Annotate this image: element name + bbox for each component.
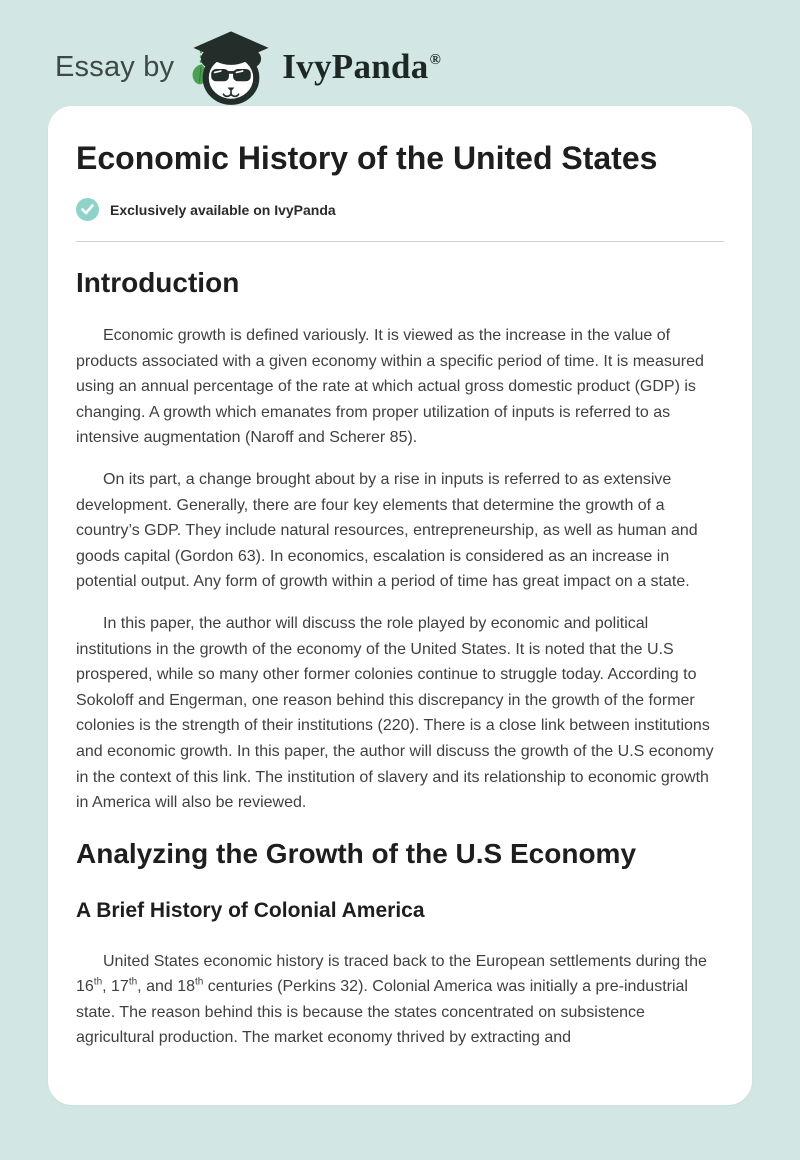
divider — [76, 241, 724, 242]
availability-badge: Exclusively available on IvyPanda — [76, 198, 724, 221]
brand-name: IvyPanda® — [282, 47, 441, 86]
graduation-cap-icon — [193, 31, 269, 65]
registered-trademark: ® — [429, 52, 441, 68]
ordinal-superscript: th — [93, 976, 103, 988]
essay-by-label: Essay by — [55, 50, 175, 83]
essay-card: Economic History of the United States Ex… — [48, 106, 752, 1106]
check-icon — [76, 198, 99, 221]
paragraph: In this paper, the author will discuss t… — [76, 614, 714, 812]
panda-mouth — [222, 90, 240, 98]
panda-graduate-icon — [192, 31, 269, 105]
ordinal-superscript: th — [195, 976, 204, 988]
introduction-heading: Introduction — [76, 267, 240, 298]
analysis-heading: Analyzing the Growth of the U.S Economy — [76, 837, 637, 869]
paragraph: United States economic history is traced… — [76, 952, 707, 1047]
paragraph: On its part, a change brought about by a… — [76, 470, 698, 591]
site-header: Essay by IvyPanda® — [0, 0, 800, 106]
page-title: Economic History of the United States — [76, 140, 658, 176]
panda-nose — [227, 87, 235, 92]
ivypanda-panda-logo-icon — [190, 30, 272, 108]
section-introduction: Introduction Economic growth is defined … — [76, 267, 724, 816]
availability-badge-label: Exclusively available on IvyPanda — [110, 201, 336, 218]
ordinal-superscript: th — [128, 976, 138, 988]
colonial-america-subheading: A Brief History of Colonial America — [76, 898, 425, 922]
paragraph: Economic growth is defined variously. It… — [76, 327, 704, 447]
section-analysis: Analyzing the Growth of the U.S Economy … — [76, 838, 724, 1051]
